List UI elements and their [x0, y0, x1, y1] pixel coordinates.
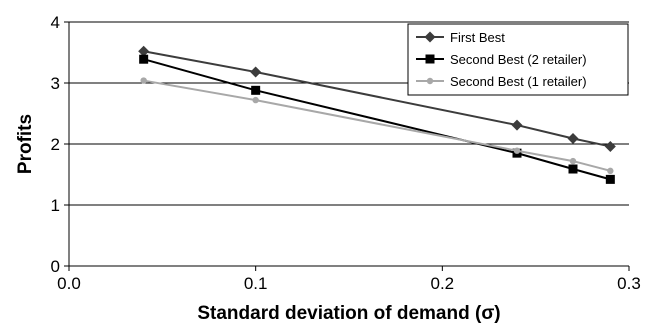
- data-point-diamond: [604, 140, 616, 152]
- data-point-circle: [513, 147, 521, 154]
- data-point-diamond: [567, 133, 579, 145]
- tick-labels: 0 1 2 3 4 0.0 0.1 0.2 0.3: [51, 13, 641, 293]
- legend: First Best Second Best (2 retailer) Second…: [407, 23, 629, 96]
- data-point-diamond: [511, 119, 523, 131]
- y-tick-label: 0: [51, 257, 60, 276]
- x-tick-label: 0.2: [431, 274, 455, 293]
- data-point-diamond: [138, 45, 150, 57]
- x-axis-title: Standard deviation of demand (σ): [197, 303, 500, 324]
- series-3: [140, 77, 614, 175]
- x-tick-label: 0.0: [57, 274, 81, 293]
- y-tick-label: 1: [51, 196, 60, 215]
- legend-item: Second Best (1 retailer): [416, 74, 587, 89]
- data-point-diamond: [250, 66, 262, 78]
- data-point-diamond: [424, 31, 436, 43]
- data-point-circle: [252, 96, 259, 104]
- series-group: [138, 45, 616, 184]
- data-point-circle: [140, 77, 147, 84]
- data-point-square: [139, 54, 149, 64]
- y-tick-label: 4: [51, 13, 60, 32]
- data-point-square: [568, 164, 578, 174]
- data-point-square: [251, 85, 261, 95]
- data-point-square: [425, 54, 435, 64]
- legend-label: Second Best (1 retailer): [450, 74, 587, 89]
- series-1: [138, 45, 616, 152]
- data-point-circle: [426, 77, 434, 85]
- legend-item: Second Best (2 retailer): [416, 52, 587, 67]
- axes: [64, 21, 630, 271]
- legend-box: [407, 23, 629, 96]
- legend-label: First Best: [450, 30, 505, 45]
- data-point-square: [605, 174, 615, 184]
- legend-item: First Best: [416, 30, 505, 45]
- x-tick-label: 0.1: [244, 274, 268, 293]
- y-tick-label: 3: [51, 74, 60, 93]
- data-point-circle: [607, 167, 614, 175]
- y-tick-label: 2: [51, 135, 60, 154]
- x-tick-label: 0.3: [617, 274, 641, 293]
- y-axis-title: Profits: [15, 114, 36, 174]
- data-point-circle: [569, 157, 577, 165]
- legend-label: Second Best (2 retailer): [450, 52, 587, 67]
